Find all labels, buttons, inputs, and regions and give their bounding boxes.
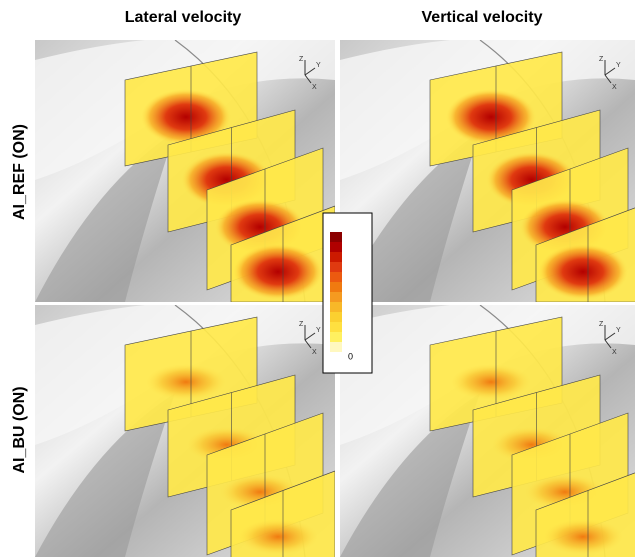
row-label: AI_BU (ON): [11, 386, 28, 473]
content: [340, 40, 635, 302]
triad-axis: [304, 74, 312, 84]
panels: Z Y X Z Y X Z Y X Z Y X: [35, 40, 635, 557]
axes-triad: Z Y X: [599, 56, 621, 91]
surface-shade: [35, 131, 175, 302]
surface-highlight: [35, 40, 335, 180]
surface-shade: [340, 393, 480, 557]
triad-axis: [604, 332, 616, 341]
colorbar-swatch: [330, 292, 342, 302]
colorbar-swatch: [330, 322, 342, 332]
colorbar-swatch: [330, 302, 342, 312]
triad-axis: [604, 74, 612, 84]
colorbar-swatch: [330, 332, 342, 342]
colorbar-swatch: [330, 232, 342, 242]
triad-label: X: [312, 349, 317, 356]
velocity-blob: [233, 243, 323, 300]
triad-label: Z: [299, 321, 304, 328]
velocity-blob: [146, 364, 226, 400]
velocity-blob: [446, 89, 536, 145]
triad-axis: [304, 67, 316, 76]
colorbar-swatch: [330, 282, 342, 292]
triad-label: Z: [299, 56, 304, 63]
triad-axis: [304, 339, 312, 349]
velocity-blob: [238, 518, 318, 555]
velocity-blob: [451, 364, 531, 400]
panel: Z Y X: [340, 40, 635, 302]
axes-triad: Z Y X: [299, 56, 321, 91]
content: [35, 40, 335, 302]
column-title: Lateral velocity: [125, 9, 242, 26]
velocity-blob: [543, 518, 623, 555]
row-label: AI_REF (ON): [11, 124, 28, 220]
colorbar-swatch: [330, 262, 342, 272]
triad-label: X: [612, 84, 617, 91]
colorbar-label: 0: [348, 351, 353, 361]
colorbar-swatch: [330, 242, 342, 252]
axes-triad: Z Y X: [299, 321, 321, 356]
triad-axis: [304, 332, 316, 341]
triad-label: X: [612, 349, 617, 356]
panel: Z Y X: [35, 40, 335, 302]
triad-label: Y: [616, 62, 621, 69]
colorbar: 0: [322, 212, 373, 374]
triad-label: Y: [316, 327, 321, 334]
surface-shade: [35, 393, 175, 557]
axes-triad: Z Y X: [599, 321, 621, 356]
surface-highlight: [35, 305, 335, 445]
colorbar-swatch: [330, 252, 342, 262]
surface-shade: [340, 131, 480, 302]
triad-axis: [604, 339, 612, 349]
triad-axis: [604, 67, 616, 76]
column-title: Vertical velocity: [422, 9, 543, 26]
panel: Z Y X: [340, 305, 635, 557]
colorbar-swatch: [330, 342, 342, 352]
content: [35, 305, 335, 557]
triad-label: Y: [616, 327, 621, 334]
content: [340, 305, 635, 557]
triad-label: Y: [316, 62, 321, 69]
triad-label: Z: [599, 56, 604, 63]
panel: Z Y X: [35, 305, 335, 557]
colorbar-swatch: [330, 312, 342, 322]
triad-label: Z: [599, 321, 604, 328]
colorbar-swatch: [330, 272, 342, 282]
velocity-blob: [538, 243, 628, 300]
triad-label: X: [312, 84, 317, 91]
velocity-blob: [141, 89, 231, 145]
